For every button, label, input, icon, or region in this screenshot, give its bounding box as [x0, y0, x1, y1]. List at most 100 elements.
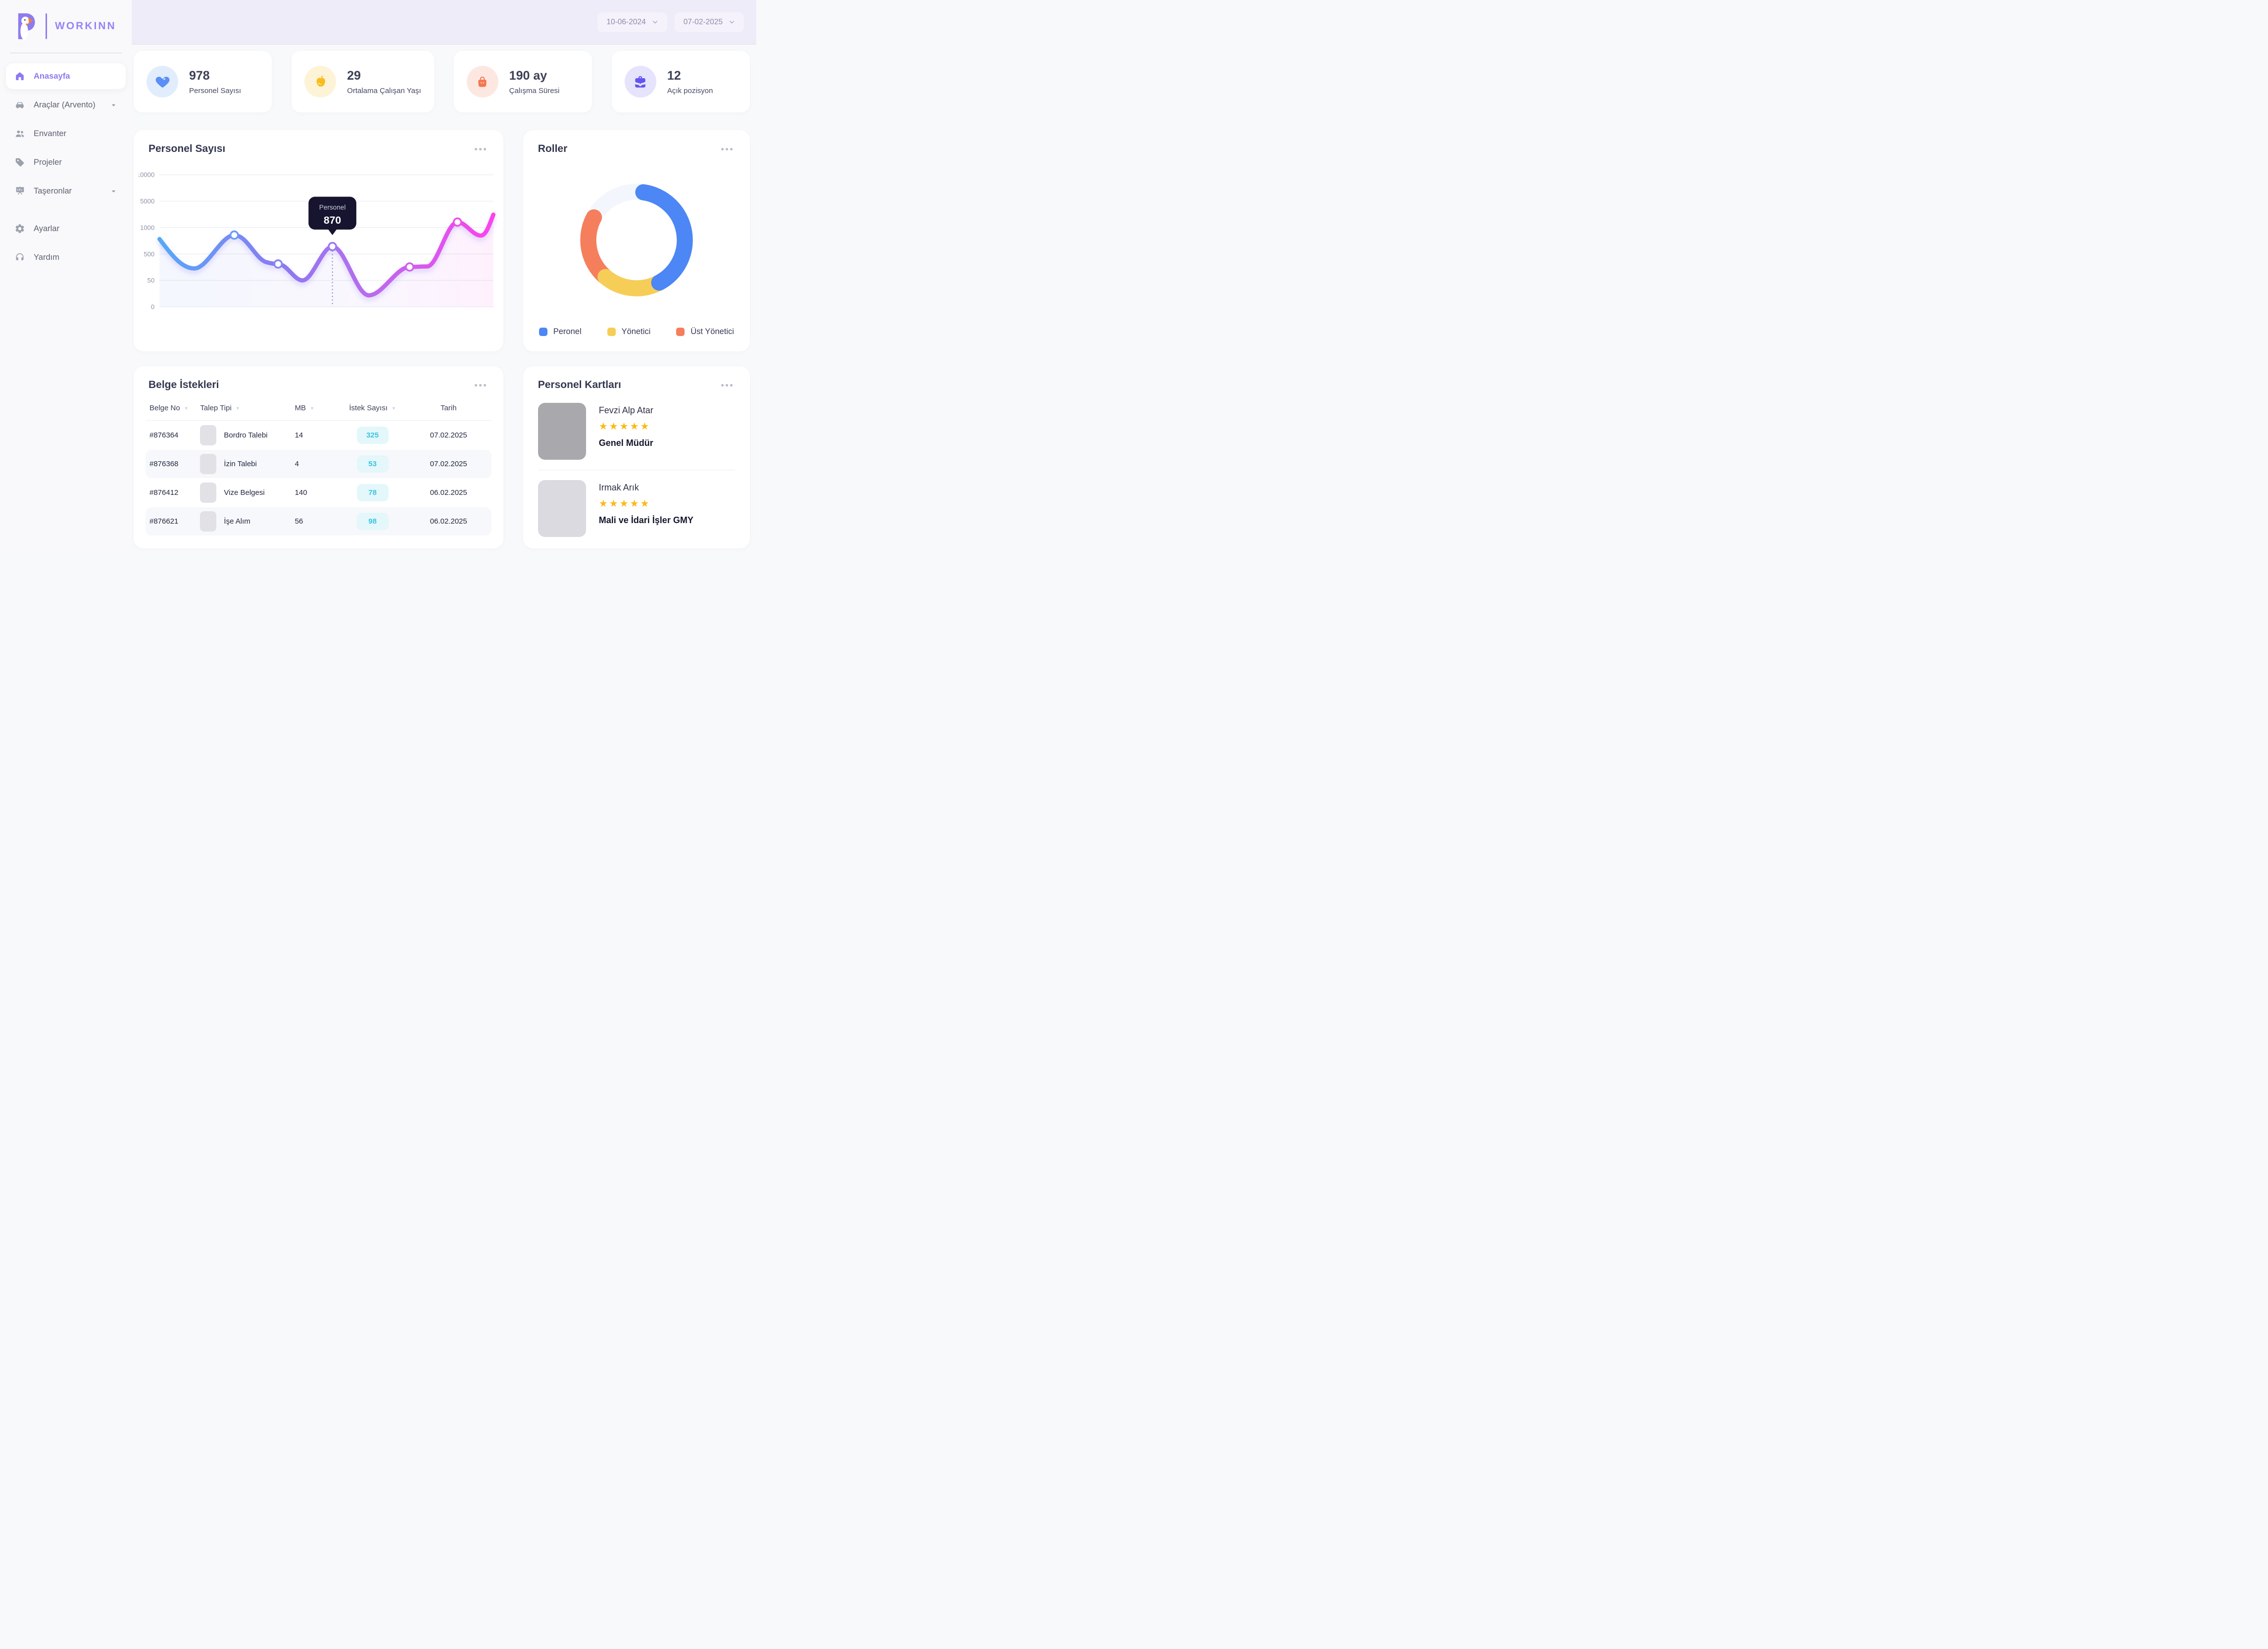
- legend-label: Üst Yönetici: [690, 327, 734, 336]
- talep-tipi-label: Bordro Talebi: [224, 431, 268, 439]
- roller-card-header: Roller: [523, 130, 750, 155]
- logo-divider: [46, 13, 47, 39]
- roller-card: Roller Peronel Yönetici Üst Yönetici: [523, 130, 750, 351]
- sidebar-item-label: Araçlar (Arvento): [34, 100, 96, 109]
- cell-tarih: 06.02.2025: [430, 488, 467, 497]
- more-options-icon[interactable]: [472, 382, 489, 389]
- star-rating: ★★★★★: [598, 421, 651, 432]
- more-options-icon[interactable]: [719, 382, 735, 389]
- cell-talep-tipi: Bordro Talebi: [200, 425, 295, 445]
- cell-mb: 4: [295, 460, 299, 468]
- cell-belge-no: #876621: [149, 517, 179, 526]
- column-header-3: MB ▼: [295, 404, 336, 412]
- sidebar-item-envanter[interactable]: Envanter: [6, 121, 126, 146]
- chart-card-title: Personel Sayısı: [148, 143, 226, 154]
- table-body: #876364 Bordro Talebi 14 325 07.02.2025 #8763…: [146, 421, 492, 535]
- brand-name: WORKINN: [55, 20, 116, 32]
- column-header-label: Talep Tipi: [200, 404, 232, 412]
- column-header-4: İstek Sayısı ▼: [335, 404, 409, 412]
- count-badge: 78: [356, 484, 389, 501]
- donut-svg: [580, 184, 693, 296]
- belge-istekleri-card: Belge İstekleri Belge No ▼ Talep Tipi ▼ MB ▼ İ…: [134, 366, 503, 548]
- sidebar-item-label: Anasayfa: [34, 71, 70, 81]
- home-icon: [14, 71, 25, 82]
- document-thumbnail: [200, 483, 217, 503]
- chart-card-header: Personel Sayısı: [134, 130, 503, 155]
- cell-tarih: 06.02.2025: [430, 517, 467, 526]
- cell-belge-no: #876412: [149, 488, 179, 497]
- column-header-2: Talep Tipi ▼: [200, 404, 295, 412]
- person-card: Fevzi Alp Atar ★★★★★ Genel Müdür: [538, 393, 735, 470]
- filter-icon[interactable]: ▼: [235, 405, 240, 411]
- legend-swatch: [539, 328, 547, 336]
- stat-label: Personel Sayısı: [189, 86, 242, 95]
- sidebar: WORKINN Anasayfa Araçlar (Arvento) Envante…: [0, 0, 132, 550]
- stat-cards-row: 978 Personel Sayısı 29 Ortalama Çalışan Yaş…: [134, 51, 750, 112]
- roller-legend: Peronel Yönetici Üst Yönetici: [523, 327, 750, 351]
- column-header-label: İstek Sayısı: [349, 404, 388, 412]
- filter-icon[interactable]: ▼: [310, 405, 314, 411]
- sidebar-item-projeler[interactable]: Projeler: [6, 149, 126, 175]
- sidebar-item-ayarlar[interactable]: Ayarlar: [6, 216, 126, 242]
- legend-swatch: [676, 328, 685, 336]
- cell-mb: 56: [295, 517, 303, 526]
- bottom-row: Belge İstekleri Belge No ▼ Talep Tipi ▼ MB ▼ İ…: [134, 366, 750, 548]
- brand-logo: WORKINN: [0, 0, 132, 40]
- people-card-header: Personel Kartları: [523, 366, 750, 391]
- sidebar-item-anasayfa[interactable]: Anasayfa: [6, 63, 126, 89]
- document-thumbnail: [200, 425, 217, 445]
- headset-icon: [14, 252, 25, 263]
- puffin-logo-icon: [18, 13, 35, 40]
- cell-mb: 140: [295, 488, 307, 497]
- sidebar-item-ara-lar-arvento-[interactable]: Araçlar (Arvento): [6, 92, 126, 118]
- date-to-value: 07-02-2025: [683, 17, 723, 26]
- column-header-label: MB: [295, 404, 306, 412]
- roller-card-title: Roller: [538, 143, 568, 154]
- svg-text:10000: 10000: [139, 171, 154, 179]
- belge-istekleri-table: Belge No ▼ Talep Tipi ▼ MB ▼ İstek Sayısı ▼ Tari…: [134, 391, 503, 535]
- apple-icon: [304, 66, 337, 97]
- more-options-icon[interactable]: [472, 146, 489, 153]
- stat-label: Ortalama Çalışan Yaşı: [347, 86, 421, 95]
- more-options-icon[interactable]: [719, 146, 735, 153]
- column-header-label: Belge No: [149, 404, 180, 412]
- chevron-down-icon[interactable]: [110, 188, 117, 195]
- donut-segment-yonetici: [597, 269, 666, 296]
- talep-tipi-label: İşe Alım: [224, 517, 250, 526]
- main-area: 10-06-2024 07-02-2025 978 Personel Sayısı…: [132, 0, 756, 550]
- legend-item: Üst Yönetici: [676, 327, 734, 337]
- svg-text:0: 0: [151, 303, 154, 310]
- filter-icon[interactable]: ▼: [391, 405, 396, 411]
- cell-mb: 14: [295, 431, 303, 439]
- date-to-selector[interactable]: 07-02-2025: [674, 12, 744, 32]
- stat-card: 190 ay Çalışma Süresi: [453, 51, 592, 112]
- cell-tarih: 07.02.2025: [430, 460, 467, 468]
- stat-card: 12 Açık pozisyon: [611, 51, 750, 112]
- chart-data-point-markers: [229, 217, 462, 272]
- count-badge: 98: [356, 513, 389, 530]
- cell-istek-sayisi: 78: [335, 484, 409, 501]
- count-badge: 325: [356, 427, 389, 444]
- gear-icon: [14, 223, 25, 234]
- star-rating: ★★★★★: [598, 498, 651, 509]
- table-row: #876368 İzin Talebi 4 53 07.02.2025: [146, 450, 492, 478]
- stat-label: Çalışma Süresi: [509, 86, 560, 95]
- date-from-value: 10-06-2024: [606, 17, 646, 26]
- stat-value: 29: [347, 68, 361, 83]
- person-role: Genel Müdür: [598, 438, 653, 448]
- talep-tipi-label: İzin Talebi: [224, 460, 257, 468]
- date-from-selector[interactable]: 10-06-2024: [597, 12, 667, 32]
- chevron-down-icon[interactable]: [110, 101, 117, 109]
- legend-swatch: [607, 328, 616, 336]
- sidebar-item-ta-eronlar[interactable]: Taşeronlar: [6, 178, 126, 204]
- heart-icon: [147, 66, 178, 97]
- table-header-row: Belge No ▼ Talep Tipi ▼ MB ▼ İstek Sayısı ▼ Tari…: [146, 399, 492, 421]
- sidebar-item-yard-m[interactable]: Yardım: [6, 244, 126, 270]
- person-card: Irmak Arık ★★★★★ Mali ve İdari İşler GMY: [538, 470, 735, 547]
- document-thumbnail: [200, 454, 217, 474]
- filter-icon[interactable]: ▼: [184, 405, 189, 411]
- cell-talep-tipi: Vize Belgesi: [200, 483, 295, 503]
- column-header-1: Belge No ▼: [149, 404, 200, 412]
- people-list: Fevzi Alp Atar ★★★★★ Genel Müdür Irmak Arık…: [523, 391, 750, 547]
- svg-text:5000: 5000: [140, 197, 154, 205]
